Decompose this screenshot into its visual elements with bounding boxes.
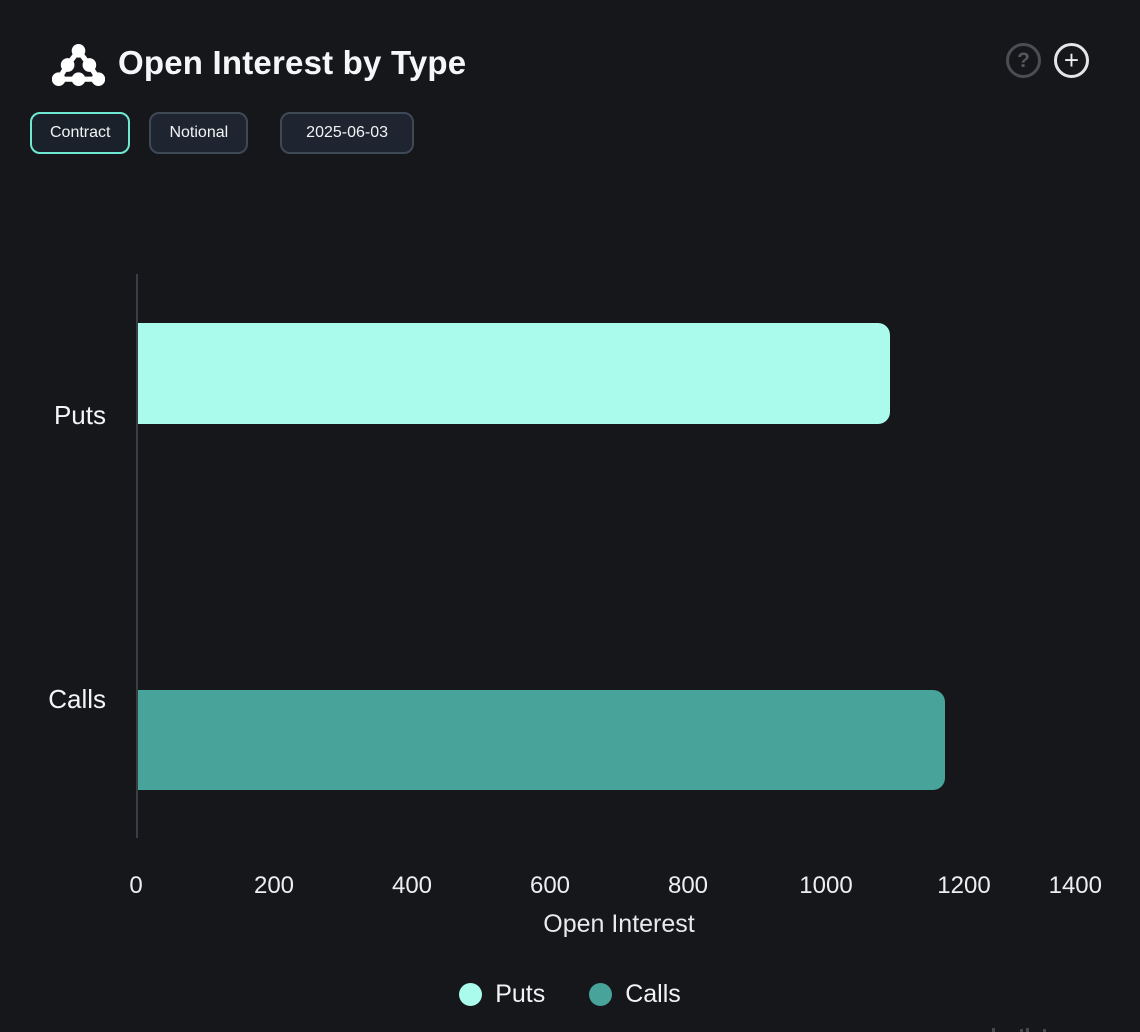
legend-swatch-calls-icon (589, 983, 613, 1006)
plus-glyph: + (1063, 44, 1080, 75)
y-axis-line (136, 274, 138, 838)
legend-item-puts[interactable]: Puts (459, 980, 545, 1009)
bar-puts[interactable] (138, 323, 891, 424)
help-icon[interactable]: ? (1006, 43, 1041, 78)
cropped-watermark (988, 1028, 1058, 1032)
expiry-date-button[interactable]: 2025-06-03 (280, 112, 415, 154)
page-title: Open Interest by Type (118, 44, 467, 81)
bar-calls[interactable] (138, 690, 946, 790)
x-axis-title: Open Interest (543, 910, 695, 938)
app-logo-icon (52, 43, 105, 87)
x-axis-tick-label: 1400 (1048, 872, 1102, 899)
add-icon[interactable]: + (1054, 43, 1089, 78)
legend-label-calls: Calls (625, 980, 681, 1008)
x-axis-tick-label: 1200 (937, 872, 991, 899)
chart-controls: Contract Notional 2025-06-03 (30, 112, 415, 154)
legend-swatch-puts-icon (459, 983, 483, 1006)
legend-label-puts: Puts (495, 980, 546, 1008)
x-axis: 0 200 400 600 800 1000 1200 1400 (0, 872, 1140, 902)
y-axis-label-calls: Calls (48, 684, 106, 714)
x-axis-tick-label: 0 (129, 872, 143, 899)
notional-toggle-button[interactable]: Notional (149, 112, 249, 154)
x-axis-tick-label: 1000 (799, 872, 853, 899)
contract-toggle-button[interactable]: Contract (30, 112, 131, 154)
x-axis-tick-label: 200 (253, 872, 295, 899)
x-axis-tick-label: 800 (667, 872, 709, 899)
legend-item-calls[interactable]: Calls (589, 980, 681, 1009)
y-axis-label-puts: Puts (53, 400, 106, 430)
help-glyph: ? (1017, 48, 1030, 72)
chart-legend: Puts Calls (0, 980, 1140, 1009)
x-axis-tick-label: 400 (391, 872, 433, 899)
x-axis-tick-label: 600 (529, 872, 571, 899)
